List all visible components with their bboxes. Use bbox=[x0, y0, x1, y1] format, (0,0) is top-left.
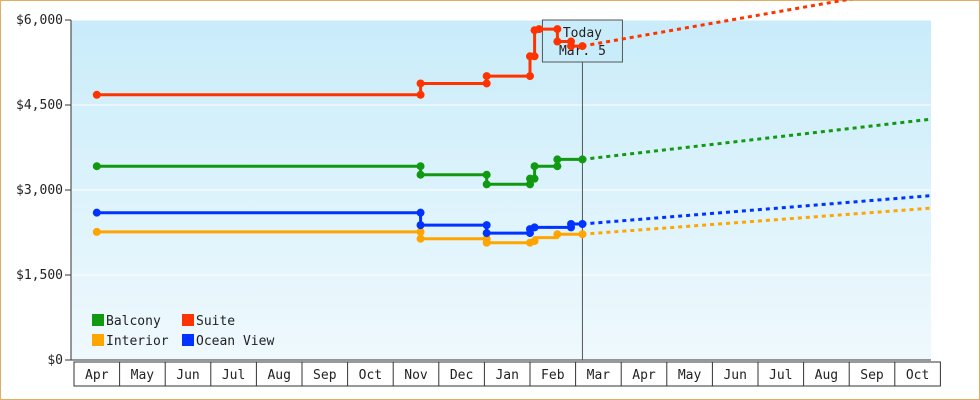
series-group bbox=[92, 0, 932, 247]
x-tick-label: Feb bbox=[541, 368, 565, 383]
data-point bbox=[578, 230, 587, 239]
data-point bbox=[416, 162, 425, 171]
data-point bbox=[553, 155, 562, 164]
x-tick-label: Sep bbox=[313, 368, 337, 383]
legend-label: Balcony bbox=[106, 314, 161, 329]
y-tick-label: $1,500 bbox=[16, 268, 63, 283]
data-point bbox=[530, 52, 539, 61]
x-tick-label: Apr bbox=[85, 368, 109, 383]
x-tick-label: Sep bbox=[860, 368, 884, 383]
data-point bbox=[416, 208, 425, 217]
legend: Balcony Suite Interior Ocean View bbox=[92, 314, 274, 349]
data-point bbox=[416, 79, 425, 88]
data-point bbox=[482, 180, 491, 189]
data-point bbox=[553, 37, 562, 46]
data-point bbox=[92, 208, 101, 217]
legend-swatch bbox=[92, 334, 104, 346]
x-tick-label: Jan bbox=[495, 368, 518, 383]
data-point bbox=[530, 237, 539, 245]
x-tick-label: Oct bbox=[359, 368, 382, 383]
x-tick-label: Dec bbox=[450, 368, 473, 383]
data-point bbox=[92, 227, 101, 236]
x-tick-label: Jun bbox=[176, 368, 199, 383]
data-point bbox=[92, 162, 101, 171]
legend-label: Suite bbox=[196, 314, 235, 329]
data-point bbox=[553, 25, 562, 34]
x-tick-label: Mar bbox=[587, 368, 611, 383]
x-tick-label: Oct bbox=[906, 368, 929, 383]
data-point bbox=[482, 229, 491, 238]
data-point bbox=[416, 234, 425, 243]
x-tick-label: Jul bbox=[222, 368, 245, 383]
y-tick-label: $0 bbox=[47, 353, 63, 368]
today-label: Today bbox=[563, 26, 602, 41]
series-suite bbox=[92, 0, 854, 99]
data-point bbox=[416, 170, 425, 179]
data-point bbox=[482, 238, 491, 247]
data-point bbox=[567, 42, 576, 51]
data-point bbox=[578, 42, 587, 51]
forecast-line-suite bbox=[582, 0, 854, 48]
forecast-line-balcony bbox=[582, 117, 932, 161]
data-point bbox=[553, 230, 562, 239]
data-point bbox=[416, 227, 425, 236]
data-point bbox=[535, 25, 544, 34]
data-point bbox=[416, 221, 425, 230]
x-tick-label: May bbox=[678, 368, 702, 383]
legend-swatch bbox=[182, 334, 194, 346]
legend-swatch bbox=[182, 314, 194, 326]
x-tick-label: Aug bbox=[815, 368, 838, 383]
x-tick-label: Jun bbox=[723, 368, 746, 383]
legend-label: Ocean View bbox=[196, 334, 274, 349]
legend-swatch bbox=[92, 314, 104, 326]
series-interior bbox=[92, 206, 932, 247]
x-tick-label: Nov bbox=[404, 368, 428, 383]
forecast-line-ocean-view bbox=[582, 194, 932, 226]
data-point bbox=[526, 180, 534, 189]
data-point bbox=[578, 155, 587, 164]
y-tick-label: $4,500 bbox=[16, 98, 63, 113]
data-point bbox=[578, 220, 587, 228]
y-axis: $0 $1,500 $3,000 $4,500 $6,000 bbox=[16, 13, 72, 368]
data-point bbox=[92, 90, 101, 99]
series-line-suite bbox=[96, 27, 583, 97]
legend-label: Interior bbox=[106, 334, 169, 349]
x-tick-label: Jul bbox=[769, 368, 792, 383]
x-tick-label: Apr bbox=[632, 368, 656, 383]
data-point bbox=[482, 170, 491, 179]
data-point bbox=[553, 162, 562, 171]
data-point bbox=[530, 162, 539, 171]
data-point bbox=[482, 79, 491, 88]
x-axis: Apr May Jun Jul Aug Sep Oct Nov Dec Jan Feb Mar Apr M… bbox=[71, 359, 941, 387]
data-point bbox=[416, 90, 425, 99]
series-ocean-view bbox=[92, 194, 932, 238]
data-point bbox=[567, 220, 576, 228]
y-tick-label: $6,000 bbox=[16, 13, 63, 28]
data-point bbox=[526, 72, 534, 81]
x-tick-label: Aug bbox=[267, 368, 290, 383]
y-tick-label: $3,000 bbox=[16, 183, 63, 198]
y-gridlines bbox=[71, 19, 931, 276]
forecast-line-interior bbox=[582, 206, 932, 236]
x-tick-label: May bbox=[131, 368, 155, 383]
series-balcony bbox=[92, 117, 932, 189]
month-strip bbox=[73, 361, 941, 387]
data-point bbox=[530, 223, 539, 232]
data-point bbox=[482, 221, 491, 230]
data-point bbox=[530, 174, 539, 183]
data-point bbox=[482, 72, 491, 81]
